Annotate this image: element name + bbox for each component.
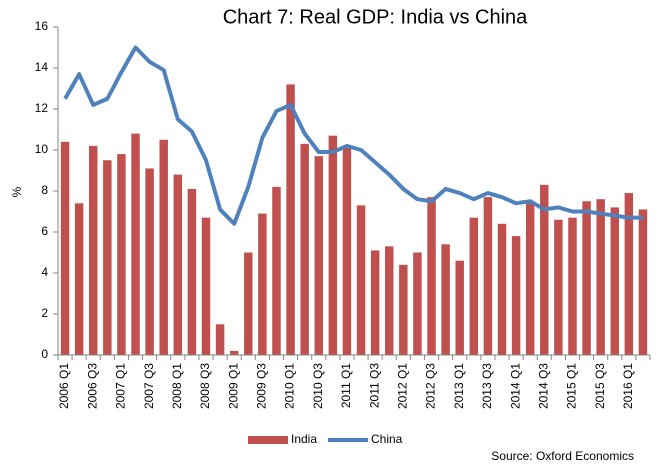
bar [103, 160, 112, 355]
bar [568, 217, 577, 355]
bar [286, 84, 295, 356]
source-note: Source: Oxford Economics [491, 449, 634, 463]
y-tick-label: 16 [35, 19, 49, 33]
bar [624, 193, 634, 355]
bar [455, 260, 464, 355]
bar [356, 205, 366, 355]
x-tick-label: 2011 Q3 [367, 363, 381, 408]
chart-title: Chart 7: Real GDP: India vs China [223, 6, 528, 28]
bar [427, 197, 436, 355]
bar [342, 145, 352, 355]
bar [596, 199, 605, 355]
bar [399, 264, 408, 355]
x-tick-label: 2008 Q3 [198, 363, 212, 409]
legend-swatch [248, 436, 288, 444]
bar [638, 209, 648, 355]
bar [74, 203, 84, 355]
bar [469, 217, 479, 355]
x-tick-label: 2009 Q3 [255, 363, 269, 409]
y-tick-label: 4 [41, 265, 48, 279]
y-tick-label: 10 [35, 142, 49, 156]
bar [187, 188, 197, 355]
bar [511, 236, 521, 355]
y-tick-label: 14 [35, 60, 49, 74]
x-tick-label: 2007 Q1 [114, 363, 128, 409]
x-tick-label: 2007 Q3 [142, 363, 156, 409]
bar [497, 223, 507, 355]
bar [441, 244, 450, 355]
bar [201, 217, 211, 355]
bar [117, 154, 126, 355]
bar [385, 246, 394, 355]
y-tick-label: 8 [41, 183, 48, 197]
bar [413, 252, 422, 355]
x-tick-label: 2006 Q3 [85, 363, 99, 409]
x-tick-label: 2012 Q3 [424, 363, 438, 409]
legend-label: India [291, 432, 317, 446]
y-tick-label: 2 [41, 306, 48, 320]
y-axis-label: % [10, 186, 24, 197]
bar [173, 174, 183, 355]
bar [145, 168, 154, 355]
bar [525, 203, 535, 355]
x-tick-label: 2010 Q1 [283, 363, 297, 409]
bar [215, 324, 225, 355]
x-tick-label: 2008 Q1 [170, 363, 184, 409]
x-tick-label: 2013 Q1 [452, 363, 466, 409]
x-tick-label: 2015 Q1 [565, 363, 579, 409]
bar [60, 141, 70, 355]
legend-label: China [371, 432, 403, 446]
bar [229, 350, 239, 355]
x-tick-label: 2011 Q1 [339, 363, 353, 408]
bar [159, 139, 168, 355]
y-tick-label: 0 [41, 347, 48, 361]
bar [314, 156, 323, 355]
x-tick-label: 2014 Q1 [508, 363, 522, 409]
x-tick-label: 2009 Q1 [226, 363, 240, 409]
bar [554, 219, 563, 355]
bar [370, 250, 380, 355]
bar [300, 143, 309, 355]
x-tick-label: 2013 Q3 [480, 363, 494, 409]
x-tick-label: 2016 Q1 [621, 363, 635, 409]
bar [582, 201, 591, 355]
bar [89, 145, 98, 355]
x-tick-label: 2014 Q3 [536, 363, 550, 409]
y-tick-label: 12 [35, 101, 49, 115]
bar [131, 133, 140, 355]
bar [328, 135, 338, 355]
x-tick-label: 2012 Q1 [396, 363, 410, 409]
bar [483, 197, 493, 355]
bar [540, 184, 549, 355]
bar [258, 213, 267, 355]
bar [610, 207, 619, 355]
bar [272, 186, 281, 355]
x-tick-label: 2015 Q3 [593, 363, 607, 409]
line [63, 45, 643, 226]
y-tick-label: 6 [41, 224, 48, 238]
bar [244, 252, 253, 355]
x-tick-label: 2006 Q1 [57, 363, 71, 409]
x-tick-label: 2010 Q3 [311, 363, 325, 409]
